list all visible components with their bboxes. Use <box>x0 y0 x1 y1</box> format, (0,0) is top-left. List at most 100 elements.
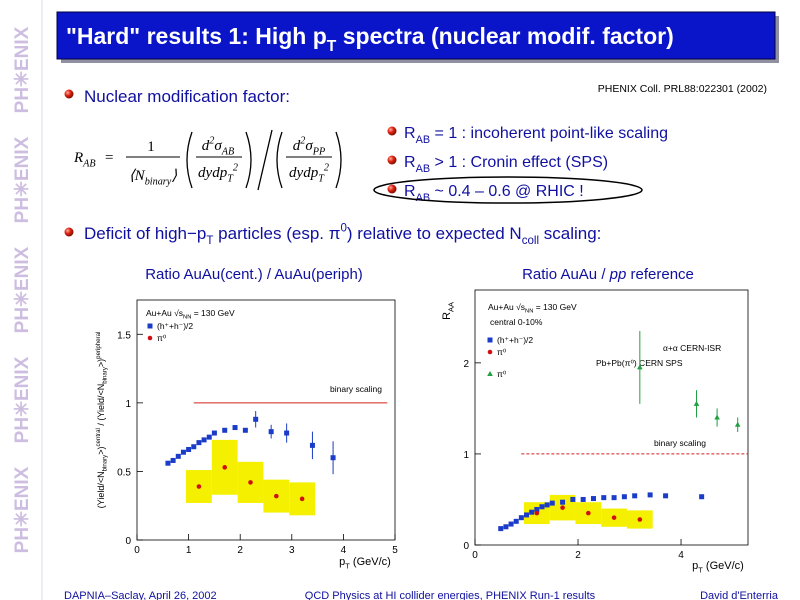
text-part: R <box>441 312 453 320</box>
plot-frame <box>474 289 749 546</box>
x-tick-label: 2 <box>237 545 243 556</box>
chart: 0 1 2 3 4 500.511.5pT (GeV/c)(Yield/<Nbinary>… <box>95 299 398 570</box>
data-point <box>242 427 248 433</box>
data-point <box>549 500 555 506</box>
paren <box>276 131 283 189</box>
text-part: scaling: <box>539 224 601 243</box>
footer-right: David d'Enterria <box>700 590 779 600</box>
data-point <box>518 515 524 521</box>
sidebar: PH✳ENIX PH✳ENIX PH✳ENIX PH✳ENIX PH✳ENIX <box>12 0 43 600</box>
data-point <box>699 494 705 500</box>
data-point <box>560 499 566 505</box>
data-point <box>621 494 627 500</box>
x-axis-label: pT (GeV/c) <box>339 556 391 570</box>
data-point <box>147 335 153 341</box>
slide-title: "Hard" results 1: High pT spectra (nucle… <box>66 23 674 55</box>
sidebar-logo: PH✳ENIX <box>12 466 33 553</box>
text-part: p <box>339 556 345 568</box>
data-point <box>714 414 720 420</box>
bullet <box>387 155 397 165</box>
data-point <box>222 427 228 433</box>
legend-label: π⁰ <box>157 333 167 343</box>
text-part: p <box>692 560 698 572</box>
text-part: central 0-10% <box>490 317 543 327</box>
y-tick-label: 1 <box>125 399 131 410</box>
text-part: ⟩ <box>171 168 177 184</box>
formula-den: dydpT2 <box>289 162 329 184</box>
formula-one: 1 <box>147 139 155 155</box>
data-point <box>487 337 493 343</box>
text-part: R <box>404 154 416 171</box>
data-point <box>513 518 519 524</box>
paren <box>245 131 252 189</box>
y-tick-label: 0 <box>463 541 469 552</box>
data-point <box>274 493 279 499</box>
data-point <box>632 493 638 499</box>
caption-part: reference <box>626 266 694 283</box>
y-tick-label: 1.5 <box>117 330 131 341</box>
x-tick-label: 0 <box>134 545 140 556</box>
x-tick-label: 5 <box>392 545 398 556</box>
data-point <box>487 349 493 355</box>
text-part: T <box>227 174 234 185</box>
text-part: >) <box>96 447 106 455</box>
data-point <box>734 421 741 427</box>
text-part: Au+Au √s <box>146 308 183 318</box>
x-tick-label: 4 <box>341 545 347 556</box>
data-point <box>586 510 591 516</box>
x-tick-label: 3 <box>289 545 295 556</box>
data-point <box>611 495 617 501</box>
data-point <box>611 515 617 520</box>
text-part: T <box>206 235 213 247</box>
bullet <box>64 227 74 237</box>
data-point <box>534 506 540 512</box>
text-part: (GeV/c) <box>350 556 391 568</box>
annotation: Au+Au √sNN = 130 GeV <box>146 308 235 321</box>
data-point <box>570 496 576 502</box>
data-point <box>186 446 192 452</box>
annotation: Au+Au √sNN = 130 GeV <box>488 302 577 315</box>
formula: RAB = 1 ⟨Nbinary⟩ d2σAB dydpT2 d2σPP dyd… <box>73 129 342 191</box>
chart-caption: Ratio AuAu(cent.) / AuAu(periph) <box>145 266 363 283</box>
text-part: ) relative to expected N <box>347 224 522 243</box>
data-point <box>232 425 238 431</box>
formula-num-pp: d2σPP <box>293 135 325 157</box>
text-part: NN <box>183 315 191 321</box>
legend-label: (h⁺+h⁻)/2 <box>157 321 193 331</box>
text-part: Au+Au √s <box>488 302 525 312</box>
formula-num-ab: d2σAB <box>202 135 234 157</box>
text-part: = 130 GeV <box>191 308 235 318</box>
data-point <box>284 430 290 436</box>
text-part: 0 <box>340 222 346 234</box>
text-part: AB <box>416 192 431 204</box>
charts: 0 1 2 3 4 500.511.5pT (GeV/c)(Yield/<Nbinary>… <box>95 289 749 574</box>
data-point <box>539 504 545 510</box>
text-part: particles (esp. π <box>213 224 340 243</box>
annotation: binary scaling <box>654 438 706 448</box>
data-point <box>663 493 669 499</box>
bullet <box>387 184 397 194</box>
text-part: AA <box>446 302 455 312</box>
data-point <box>503 524 509 530</box>
y-axis-label: RAA <box>441 302 455 320</box>
y-tick-label: 0.5 <box>117 467 131 478</box>
annotation: α+α CERN-ISR <box>663 343 721 353</box>
formula-eq: = <box>105 150 113 166</box>
text-part: T <box>698 565 703 574</box>
text-part: α+α CERN-ISR <box>663 343 721 353</box>
data-point <box>647 492 653 498</box>
text-part: 2 <box>209 135 214 146</box>
data-point <box>222 465 228 470</box>
bullet <box>64 89 74 99</box>
text-part: peripheral <box>95 332 102 359</box>
data-point <box>524 512 530 518</box>
data-point <box>487 371 493 376</box>
y-tick-label: 2 <box>463 359 469 370</box>
text-part: = 1 : incoherent point-like scaling <box>430 125 668 142</box>
slash <box>257 129 273 191</box>
data-point <box>637 517 643 522</box>
legend-label: π⁰ <box>497 369 507 379</box>
footer-center: QCD Physics at HI collider energies, PHE… <box>305 590 596 600</box>
text-part: σ <box>214 138 222 154</box>
text-part: coll <box>522 235 539 247</box>
